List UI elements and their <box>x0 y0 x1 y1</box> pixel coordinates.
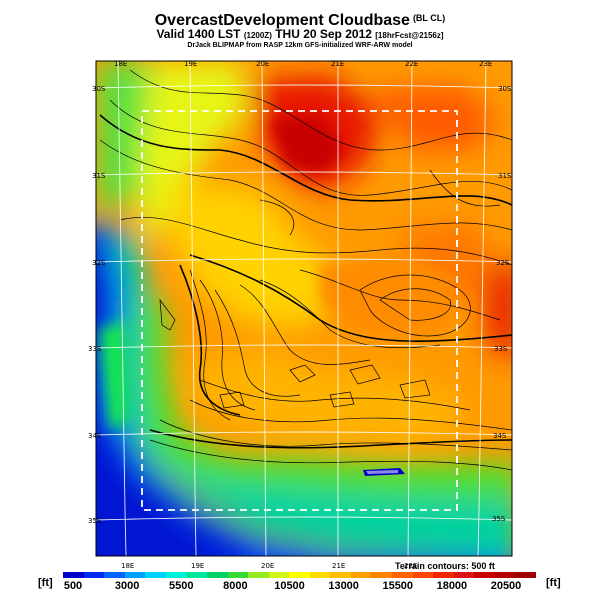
colorbar-swatch <box>433 572 454 578</box>
colorbar-tick-label: 5500 <box>169 580 194 592</box>
lat-left-35s: 35S <box>88 517 102 525</box>
colorbar-swatch <box>227 572 249 578</box>
colorbar-ticks: 500 3000 5500 8000 10500 13000 15500 18000 20500 <box>63 580 536 594</box>
colorbar-unit-right: [ft] <box>546 577 561 589</box>
lon-bottom-19e: 19E <box>191 562 204 570</box>
lat-right-30s: 30S <box>498 85 512 93</box>
colorbar-tick-label: 18000 <box>436 580 468 592</box>
lat-left-32s: 32S <box>92 259 106 267</box>
map-title-text: OvercastDevelopment Cloudbase <box>154 12 410 29</box>
lon-bottom-21e: 21E <box>332 562 345 570</box>
map-frame <box>95 60 513 557</box>
colorbar-tick-label: 3000 <box>114 580 140 592</box>
field-layer <box>96 61 512 556</box>
lon-top-20e: 20E <box>256 60 269 68</box>
lon-bottom-18e: 18E <box>121 562 134 570</box>
lon-top-22e: 22E <box>405 60 418 68</box>
colorbar-tick-label: 8000 <box>223 580 248 592</box>
forecast-info: [18hrFcst@2156z] <box>375 31 444 40</box>
inner-domain-box <box>141 110 458 511</box>
colorbar-swatch <box>453 572 475 578</box>
colorbar-tick-label: 500 <box>63 580 83 592</box>
colorbar-swatch <box>474 572 495 578</box>
terrain-contours <box>99 69 512 471</box>
model-credit: DrJack BLIPMAP from RASP 12km GFS-initia… <box>187 42 413 49</box>
lat-right-34s: 34S <box>493 432 507 440</box>
terrain-contour-note: Terrain contours: 500 ft <box>395 561 495 571</box>
colorbar-tick-label: 20500 <box>490 580 522 592</box>
colorbar-swatch <box>412 572 434 578</box>
colorbar-swatch <box>104 572 125 578</box>
lat-right-32s: 32S <box>496 259 510 267</box>
lat-right-31s: 31S <box>498 172 512 180</box>
colorbar-swatch <box>494 572 516 578</box>
lon-top-18e: 18E <box>114 60 127 68</box>
colorbar-swatch <box>63 572 84 578</box>
lon-top-21e: 21E <box>331 60 344 68</box>
colorbar-swatch <box>206 572 228 578</box>
lon-bottom-22e: 22E <box>404 562 417 570</box>
lon-top-23e: 23E <box>479 60 492 68</box>
lat-left-31s: 31S <box>92 172 106 180</box>
colorbar-unit-left: [ft] <box>38 577 53 589</box>
colorbar-swatch <box>145 572 166 578</box>
lat-right-33s: 33S <box>494 345 508 353</box>
lat-right-35s: 35S <box>492 515 506 523</box>
colorbar-swatch <box>248 572 269 578</box>
map-title-tag: (BL CL) <box>412 13 446 23</box>
lat-left-33s: 33S <box>88 345 102 353</box>
valid-date: THU 20 Sep 2012 <box>275 27 372 41</box>
colorbar-swatch <box>371 572 392 578</box>
valid-time-utc: (1200Z) <box>243 31 272 40</box>
colorbar-tick-label: 15500 <box>382 580 414 592</box>
lon-top-19e: 19E <box>184 60 197 68</box>
lat-left-30s: 30S <box>92 85 106 93</box>
colorbar-swatch <box>309 572 331 578</box>
valid-time: Valid 1400 LST <box>156 27 241 41</box>
colorbar-swatch <box>268 572 290 578</box>
colorbar-swatch <box>392 572 413 578</box>
colorbar-tick-label: 10500 <box>274 580 305 592</box>
map-subtitle: Valid 1400 LST (1200Z) THU 20 Sep 2012 [… <box>0 27 600 43</box>
colorbar-swatch <box>330 572 351 578</box>
colorbar-swatch <box>124 572 146 578</box>
colorbar-swatch <box>350 572 372 578</box>
lon-bottom-20e: 20E <box>261 562 274 570</box>
major-contours <box>99 114 512 449</box>
colorbar-swatch <box>165 572 187 578</box>
coord-labels: 18E 19E 20E 21E 22E 23E 18E 19E 20E 21E … <box>88 60 512 570</box>
colorbar-tick-label: 13000 <box>328 580 359 592</box>
colorbar-swatch <box>515 572 536 578</box>
map-title: OvercastDevelopment Cloudbase (BL CL) <box>0 9 600 30</box>
colorbar-swatch <box>186 572 207 578</box>
colorbar-swatch <box>83 572 105 578</box>
colorbar-swatch <box>289 572 310 578</box>
colorbar <box>63 572 536 578</box>
lat-left-34s: 34S <box>88 432 102 440</box>
